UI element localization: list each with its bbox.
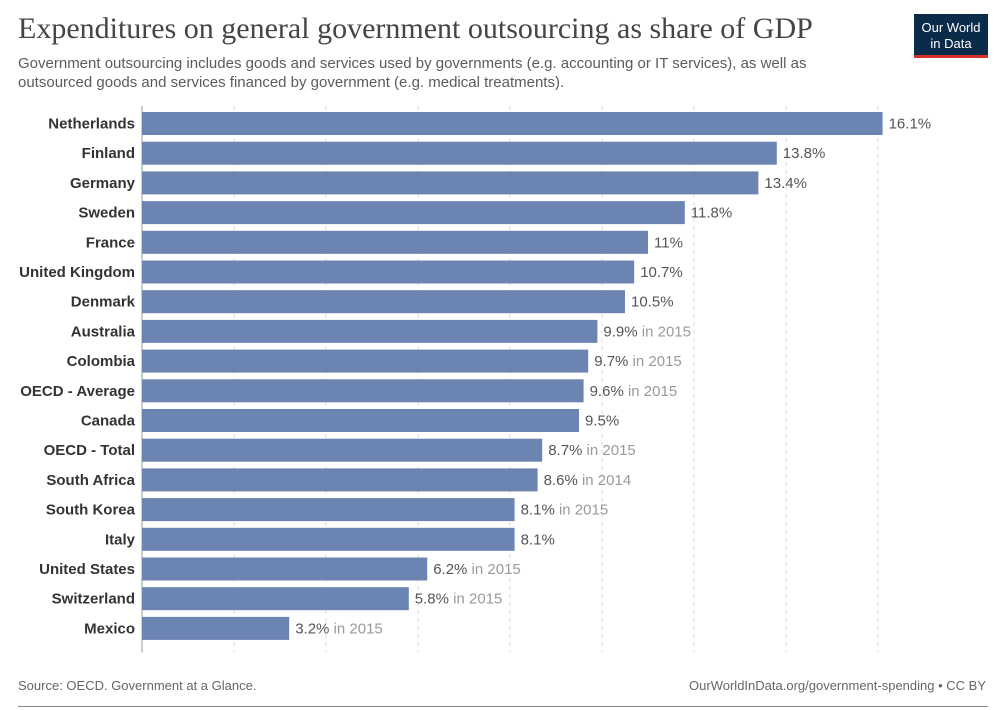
value-label: 16.1% [889, 116, 932, 133]
value-label: 11% [654, 234, 683, 251]
value-label: 11.8% [691, 205, 732, 222]
bar [142, 468, 538, 492]
category-label: Sweden [78, 205, 135, 222]
category-label: United States [39, 561, 135, 578]
value-label: 6.2% in 2015 [433, 561, 521, 578]
bar [142, 527, 515, 551]
bar [142, 260, 635, 284]
category-label: Australia [71, 323, 136, 340]
value-label: 8.1% [521, 531, 555, 548]
bar [142, 349, 589, 373]
value-label: 13.4% [764, 175, 807, 192]
bar [142, 438, 543, 462]
category-label: Colombia [67, 353, 136, 370]
bar [142, 141, 777, 165]
category-label: Netherlands [48, 116, 135, 133]
value-label: 5.8% in 2015 [415, 591, 503, 608]
bar-chart: Netherlands 16.1% Finland 13.8% Germany 13.4%… [19, 106, 932, 653]
category-label: Germany [70, 175, 136, 192]
category-label: France [86, 234, 135, 251]
credit-link[interactable]: OurWorldInData.org/government-spending •… [689, 678, 986, 693]
value-label: 13.8% [783, 145, 826, 162]
value-label: 9.6% in 2015 [590, 383, 678, 400]
bottom-rule [18, 706, 988, 707]
category-label: Canada [81, 413, 136, 430]
category-label: Mexico [84, 620, 135, 637]
chart-subtitle: Government outsourcing includes goods an… [18, 55, 807, 91]
bar [142, 201, 685, 225]
bar [142, 230, 648, 254]
value-label: 9.5% [585, 413, 619, 430]
category-label: Italy [105, 531, 136, 548]
category-label: OECD - Average [20, 383, 135, 400]
category-label: United Kingdom [19, 264, 135, 281]
bar [142, 557, 428, 581]
value-label: 9.7% in 2015 [594, 353, 682, 370]
value-label: 10.5% [631, 294, 674, 311]
bar [142, 112, 883, 135]
value-label: 3.2% in 2015 [295, 620, 383, 637]
category-label: Finland [82, 145, 135, 162]
bar [142, 409, 579, 432]
value-label: 10.7% [640, 264, 683, 281]
bar [142, 587, 409, 611]
bar [142, 498, 515, 522]
value-label: 8.1% in 2015 [521, 502, 609, 519]
owid-logo[interactable]: Our World in Data [914, 14, 988, 58]
bar [142, 616, 290, 640]
value-label: 8.6% in 2014 [544, 472, 632, 489]
chart-title: Expenditures on general government outso… [18, 12, 813, 45]
category-label: Switzerland [52, 591, 135, 608]
logo-line-2: in Data [930, 36, 972, 51]
bar [142, 379, 584, 403]
value-label: 9.9% in 2015 [603, 323, 691, 340]
bar [142, 171, 759, 195]
category-label: Denmark [71, 294, 136, 311]
bar [142, 290, 625, 314]
bar [142, 319, 598, 343]
category-label: OECD - Total [44, 442, 135, 459]
category-label: South Africa [46, 472, 135, 489]
category-label: South Korea [46, 502, 136, 519]
logo-line-1: Our World [921, 20, 981, 35]
source-note: Source: OECD. Government at a Glance. [18, 678, 257, 693]
value-label: 8.7% in 2015 [548, 442, 636, 459]
